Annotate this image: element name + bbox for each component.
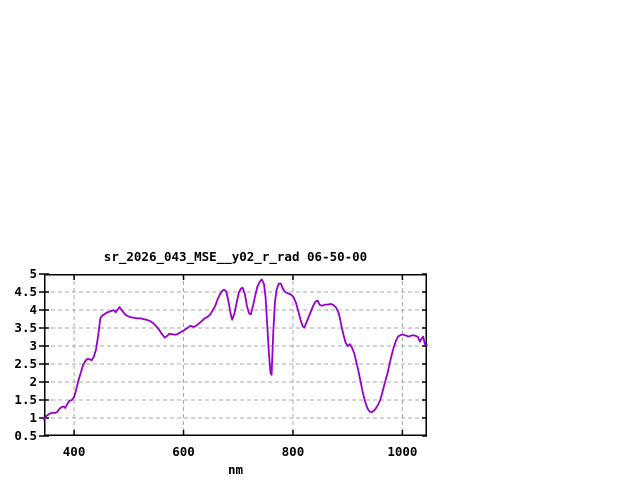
y-tick-label-4.5: 4.5 [14,284,37,299]
x-tick-label-800: 800 [281,444,305,459]
y-tick-label-0.5: 0.5 [14,428,37,443]
plot-border [44,274,427,436]
y-tick-label-3.5: 3.5 [14,320,37,335]
chart-title: sr_2026_043_MSE__y02_r_rad 06-50-00 [103,249,368,264]
spectrum-line-plot [39,273,428,437]
y-tick-label-4: 4 [29,302,37,317]
y-tick-label-1.5: 1.5 [14,392,37,407]
y-tick-label-5: 5 [29,266,37,281]
y-tick-label-3: 3 [29,338,37,353]
plot-area [39,273,428,437]
x-tick-label-1000: 1000 [387,444,418,459]
y-tick-label-2.5: 2.5 [14,356,37,371]
series-line-0 [43,278,428,421]
y-tick-label-2: 2 [29,374,37,389]
x-axis-label: nm [227,462,244,477]
x-tick-label-600: 600 [172,444,195,459]
y-tick-label-1: 1 [29,410,37,425]
x-tick-label-400: 400 [62,444,86,459]
